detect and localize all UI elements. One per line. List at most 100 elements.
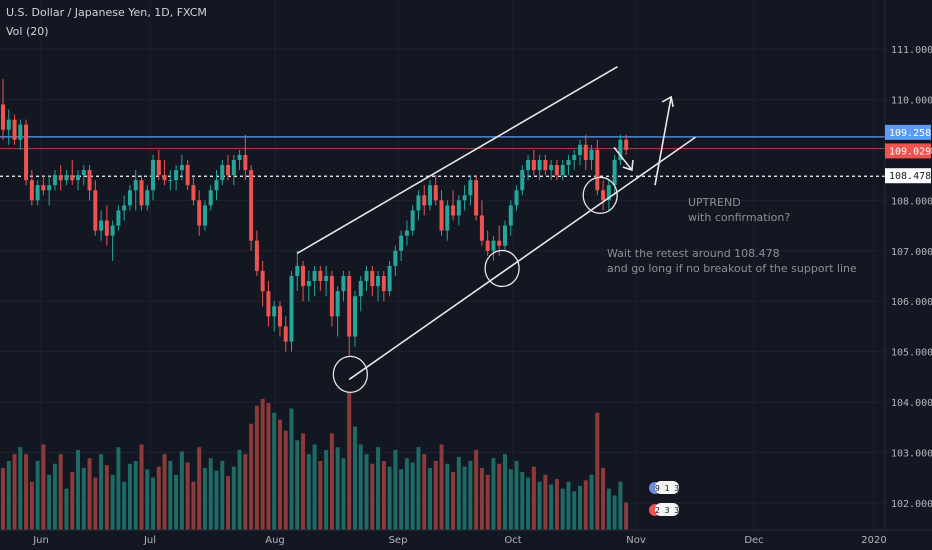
volume-bar <box>249 423 254 530</box>
candle-body <box>226 165 231 176</box>
candle-body <box>376 276 381 287</box>
volume-bar <box>283 430 288 530</box>
projection-arrow[interactable] <box>654 96 672 186</box>
candle-body <box>104 220 109 236</box>
volume-bar <box>468 461 473 530</box>
time-tick-label: Jul <box>143 535 156 546</box>
candle-body <box>312 270 317 282</box>
candle-body <box>439 200 444 231</box>
candles <box>1 79 629 357</box>
volume-bar <box>214 470 219 530</box>
drawings[interactable] <box>296 65 696 394</box>
candle-body <box>318 270 323 282</box>
candle-body <box>145 190 150 206</box>
candle-body <box>139 180 144 206</box>
volume-bar <box>520 472 525 530</box>
candle-body <box>122 205 127 211</box>
event-badge-earnings[interactable]: 9 1 3 <box>649 481 679 494</box>
candle-body <box>58 175 63 181</box>
volume-bar <box>156 466 161 530</box>
channel-upper[interactable] <box>296 65 618 254</box>
volume-bar <box>168 461 173 530</box>
volume-bar <box>289 408 294 530</box>
retest-arrow[interactable] <box>613 146 633 171</box>
candle-body <box>347 276 352 337</box>
volume-bar <box>370 463 375 530</box>
volume-bar <box>601 467 606 530</box>
time-axis[interactable]: Jun Jul Aug Sep Oct Nov Dec 2020 <box>0 529 932 550</box>
volume-bar <box>277 419 282 530</box>
symbol-title[interactable]: U.S. Dollar / Japanese Yen, 1D, FXCM <box>6 6 207 19</box>
volume-bar <box>202 467 207 530</box>
volume-bar <box>47 474 52 530</box>
event-badge-economic[interactable]: 2 3 3 <box>649 503 679 516</box>
highlight-circle[interactable] <box>484 249 520 288</box>
volume-bar <box>24 454 29 530</box>
price-tag-bg <box>885 168 931 184</box>
volume-bar <box>595 412 600 530</box>
time-ticks: Jun Jul Aug Sep Oct Nov Dec 2020 <box>32 535 887 546</box>
volume-bar <box>6 461 11 530</box>
candle-body <box>427 185 432 206</box>
volume-bar <box>197 447 202 530</box>
volume-bar <box>243 454 248 530</box>
volume-bar <box>347 392 352 530</box>
candle-body <box>324 276 329 282</box>
volume-bar <box>549 484 554 530</box>
highlight-circle[interactable] <box>332 355 369 394</box>
annotation-retest-line2[interactable]: and go long if no breakout of the suppor… <box>607 262 857 275</box>
annotation-uptrend-title[interactable]: UPTREND <box>688 196 741 209</box>
candle-body <box>393 250 398 266</box>
volume-legend[interactable]: Vol (20) <box>6 25 49 38</box>
volume-bar <box>174 474 179 530</box>
candle-body <box>335 291 340 317</box>
candle-body <box>520 170 525 191</box>
price-levels <box>0 136 885 177</box>
volume-bar <box>139 444 144 530</box>
volume-bar <box>427 467 432 530</box>
volume-bar <box>422 454 427 530</box>
volume-bar <box>145 469 150 530</box>
annotation-uptrend-sub[interactable]: with confirmation? <box>688 211 790 224</box>
candle-body <box>399 235 404 251</box>
candle-body <box>202 205 207 226</box>
annotation-retest-line1[interactable]: Wait the retest around 108.478 <box>607 247 780 260</box>
candle-body <box>468 180 473 196</box>
volume-bar <box>439 444 444 530</box>
price-tag-label: 109.029 <box>889 146 931 157</box>
volume-bar <box>451 472 456 530</box>
volume-bar <box>116 447 121 530</box>
candle-body <box>474 180 479 216</box>
candle-body <box>566 159 571 166</box>
volume-bar <box>133 461 138 530</box>
candle-body <box>151 159 156 191</box>
volume-bar <box>416 447 421 530</box>
volume-bar <box>220 461 225 530</box>
volume-bar <box>29 481 34 530</box>
price-tick-label: 104.000 <box>891 398 932 409</box>
candle-body <box>110 225 115 236</box>
volume-bar <box>64 488 69 530</box>
price-tick-label: 102.000 <box>891 499 932 510</box>
candle-body <box>624 139 629 150</box>
volume-bar <box>589 474 594 530</box>
candle-body <box>208 190 213 206</box>
candle-body <box>572 154 577 160</box>
volume-bar <box>606 488 611 530</box>
candle-body <box>491 240 496 251</box>
highlight-circle[interactable] <box>582 176 618 214</box>
volume-bar <box>491 458 496 530</box>
volume-bar <box>583 480 588 530</box>
volume-bar <box>456 456 461 530</box>
volume-bar <box>479 467 484 530</box>
price-axis[interactable]: 111.000110.000109.000108.000107.000106.0… <box>884 0 932 550</box>
volume-bar <box>162 454 167 530</box>
candle-body <box>179 165 184 171</box>
volume-bar <box>497 463 502 530</box>
candle-body <box>554 165 559 176</box>
channel-lower[interactable] <box>348 136 696 381</box>
candle-body <box>220 165 225 181</box>
volume-bar <box>122 481 127 530</box>
